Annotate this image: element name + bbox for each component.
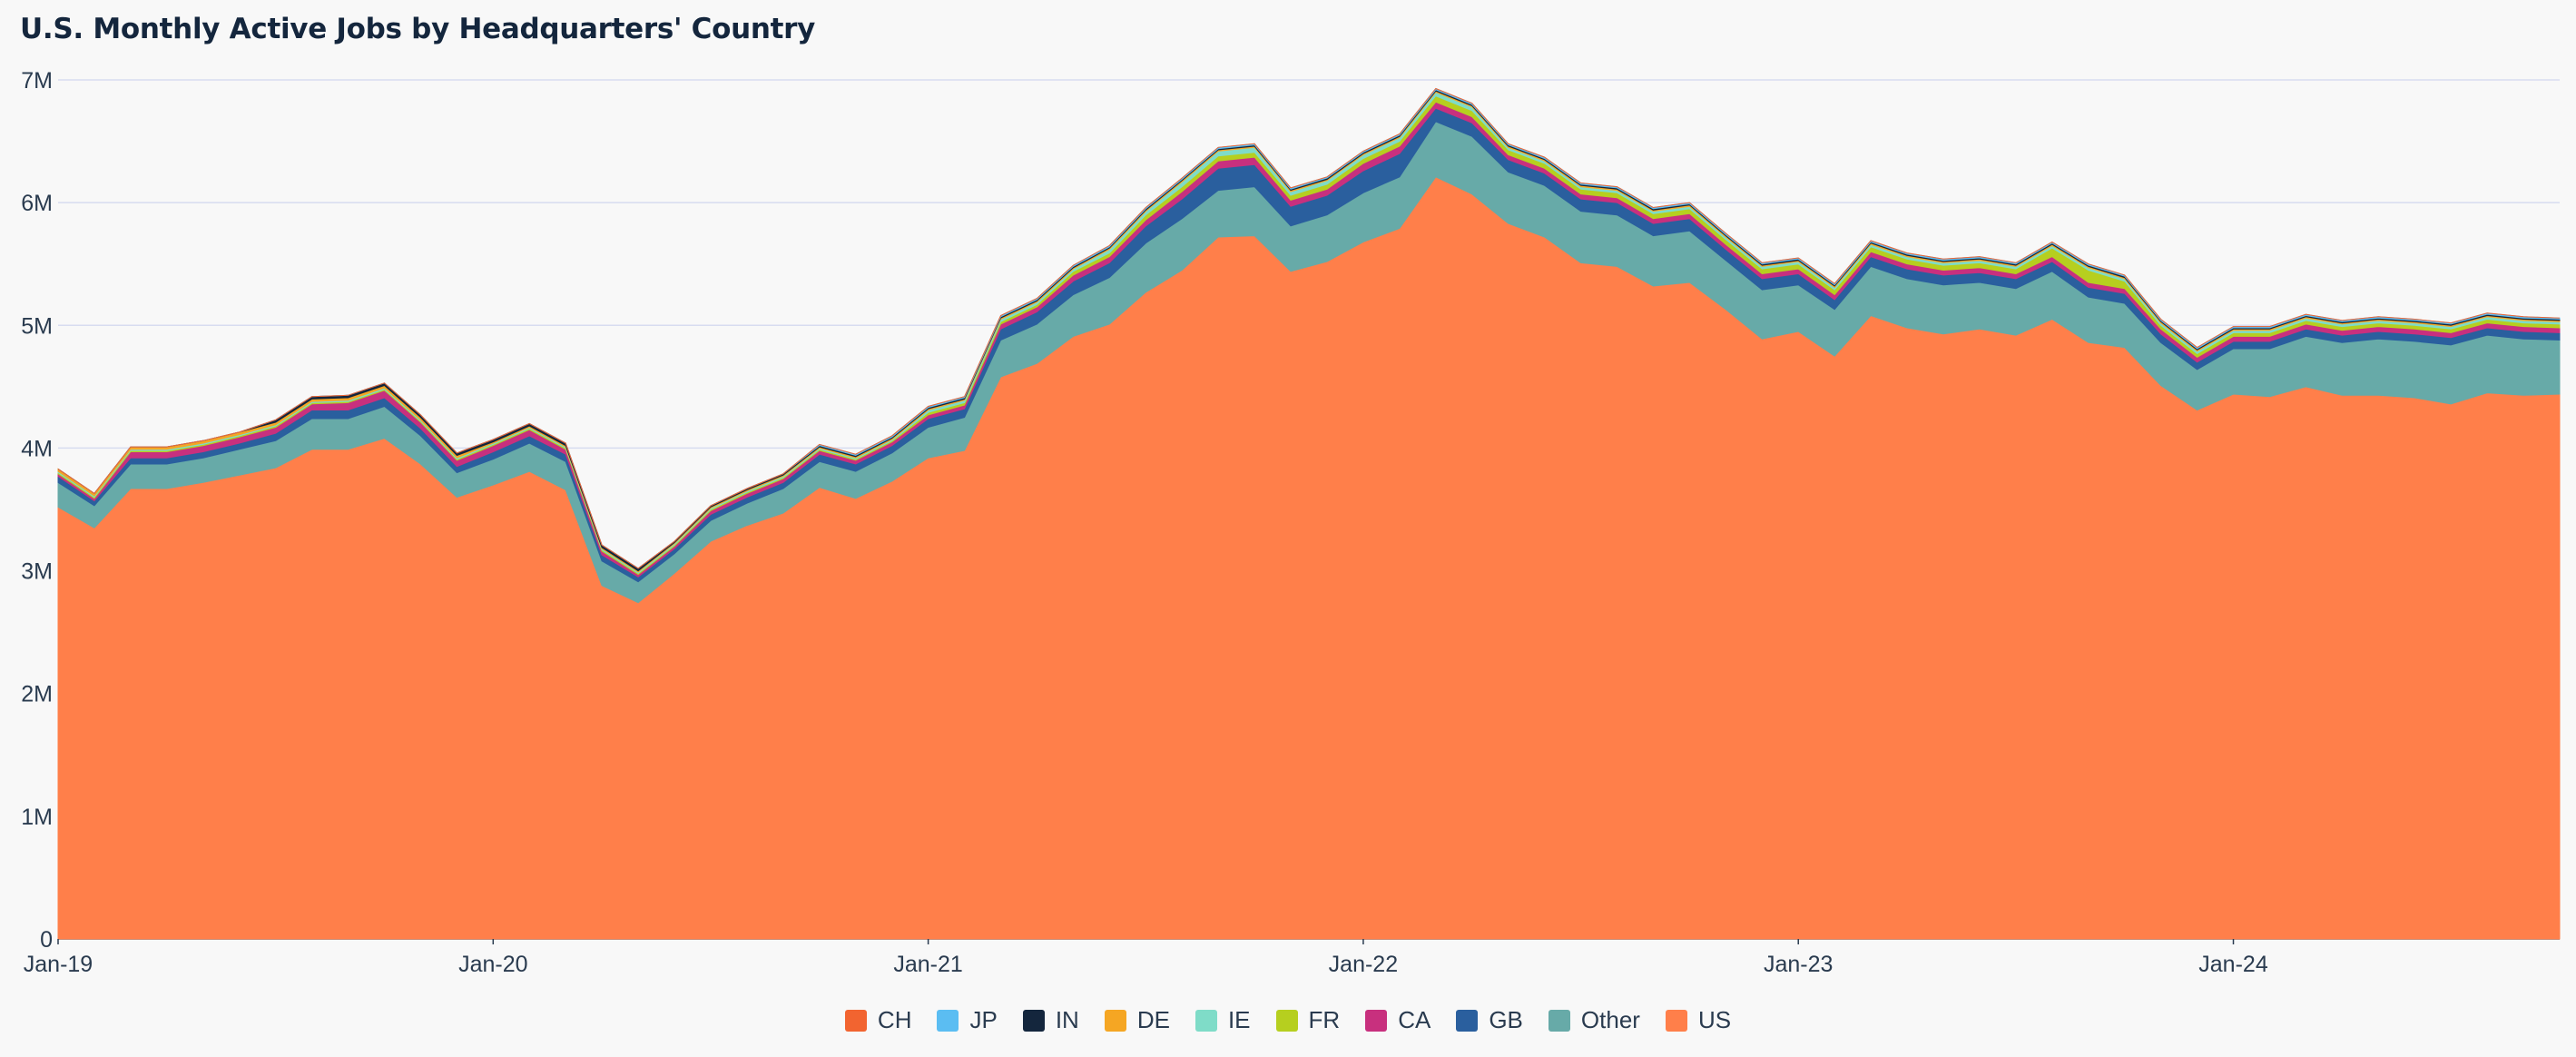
legend-swatch bbox=[937, 1009, 959, 1032]
legend-item-de[interactable]: DE bbox=[1104, 1006, 1170, 1034]
legend-label: Other bbox=[1580, 1006, 1640, 1033]
legend-swatch bbox=[1548, 1009, 1570, 1032]
x-tick-label: Jan-23 bbox=[1764, 952, 1833, 977]
legend-item-ie[interactable]: IE bbox=[1195, 1006, 1251, 1034]
legend-label: IE bbox=[1227, 1006, 1251, 1033]
legend-item-us[interactable]: US bbox=[1665, 1006, 1732, 1034]
legend: CH JP IN DE IE FR CA GB Other US bbox=[0, 1006, 2576, 1034]
legend-item-jp[interactable]: JP bbox=[937, 1006, 998, 1034]
chart-title: U.S. Monthly Active Jobs by Headquarters… bbox=[20, 13, 816, 45]
legend-label: CH bbox=[877, 1006, 912, 1033]
y-tick-label: 2M bbox=[21, 682, 53, 707]
legend-label: FR bbox=[1308, 1006, 1341, 1033]
legend-swatch bbox=[1104, 1009, 1126, 1032]
legend-swatch bbox=[1665, 1009, 1687, 1032]
legend-label: DE bbox=[1136, 1006, 1170, 1033]
legend-swatch bbox=[1195, 1009, 1217, 1032]
area-series-ch bbox=[57, 87, 2561, 569]
y-tick-label: 1M bbox=[21, 805, 53, 830]
y-tick-label: 6M bbox=[21, 191, 53, 216]
area-series-us bbox=[57, 176, 2561, 940]
legend-swatch bbox=[1275, 1009, 1298, 1032]
legend-swatch bbox=[844, 1009, 867, 1032]
legend-label: JP bbox=[969, 1006, 998, 1033]
x-tick-label: Jan-20 bbox=[458, 952, 527, 977]
x-axis-ticks: Jan-19 Jan-20 Jan-21 Jan-22 Jan-23 Jan-24 bbox=[24, 939, 2268, 977]
x-tick-label: Jan-19 bbox=[24, 952, 93, 977]
legend-item-fr[interactable]: FR bbox=[1275, 1006, 1341, 1034]
y-tick-label: 4M bbox=[21, 436, 53, 461]
legend-label: US bbox=[1697, 1006, 1732, 1033]
legend-item-other[interactable]: Other bbox=[1548, 1006, 1640, 1034]
legend-label: IN bbox=[1055, 1006, 1079, 1033]
legend-item-ch[interactable]: CH bbox=[844, 1006, 912, 1034]
x-tick-label: Jan-21 bbox=[893, 952, 962, 977]
y-tick-label: 5M bbox=[21, 313, 53, 339]
y-tick-label: 7M bbox=[21, 68, 53, 94]
x-tick-label: Jan-24 bbox=[2198, 952, 2268, 977]
legend-label: GB bbox=[1489, 1006, 1523, 1033]
legend-swatch bbox=[1456, 1009, 1479, 1032]
legend-label: CA bbox=[1398, 1006, 1431, 1033]
legend-item-gb[interactable]: GB bbox=[1456, 1006, 1523, 1034]
legend-item-ca[interactable]: CA bbox=[1365, 1006, 1431, 1034]
y-axis-ticks: 0 1M 2M 3M 4M 5M 6M 7M bbox=[21, 68, 53, 953]
y-tick-label: 3M bbox=[21, 559, 53, 585]
legend-item-in[interactable]: IN bbox=[1022, 1006, 1079, 1034]
x-tick-label: Jan-22 bbox=[1329, 952, 1398, 977]
area-series bbox=[57, 87, 2561, 940]
legend-swatch bbox=[1365, 1009, 1388, 1032]
y-tick-label: 0 bbox=[40, 927, 53, 953]
legend-swatch bbox=[1022, 1009, 1045, 1032]
